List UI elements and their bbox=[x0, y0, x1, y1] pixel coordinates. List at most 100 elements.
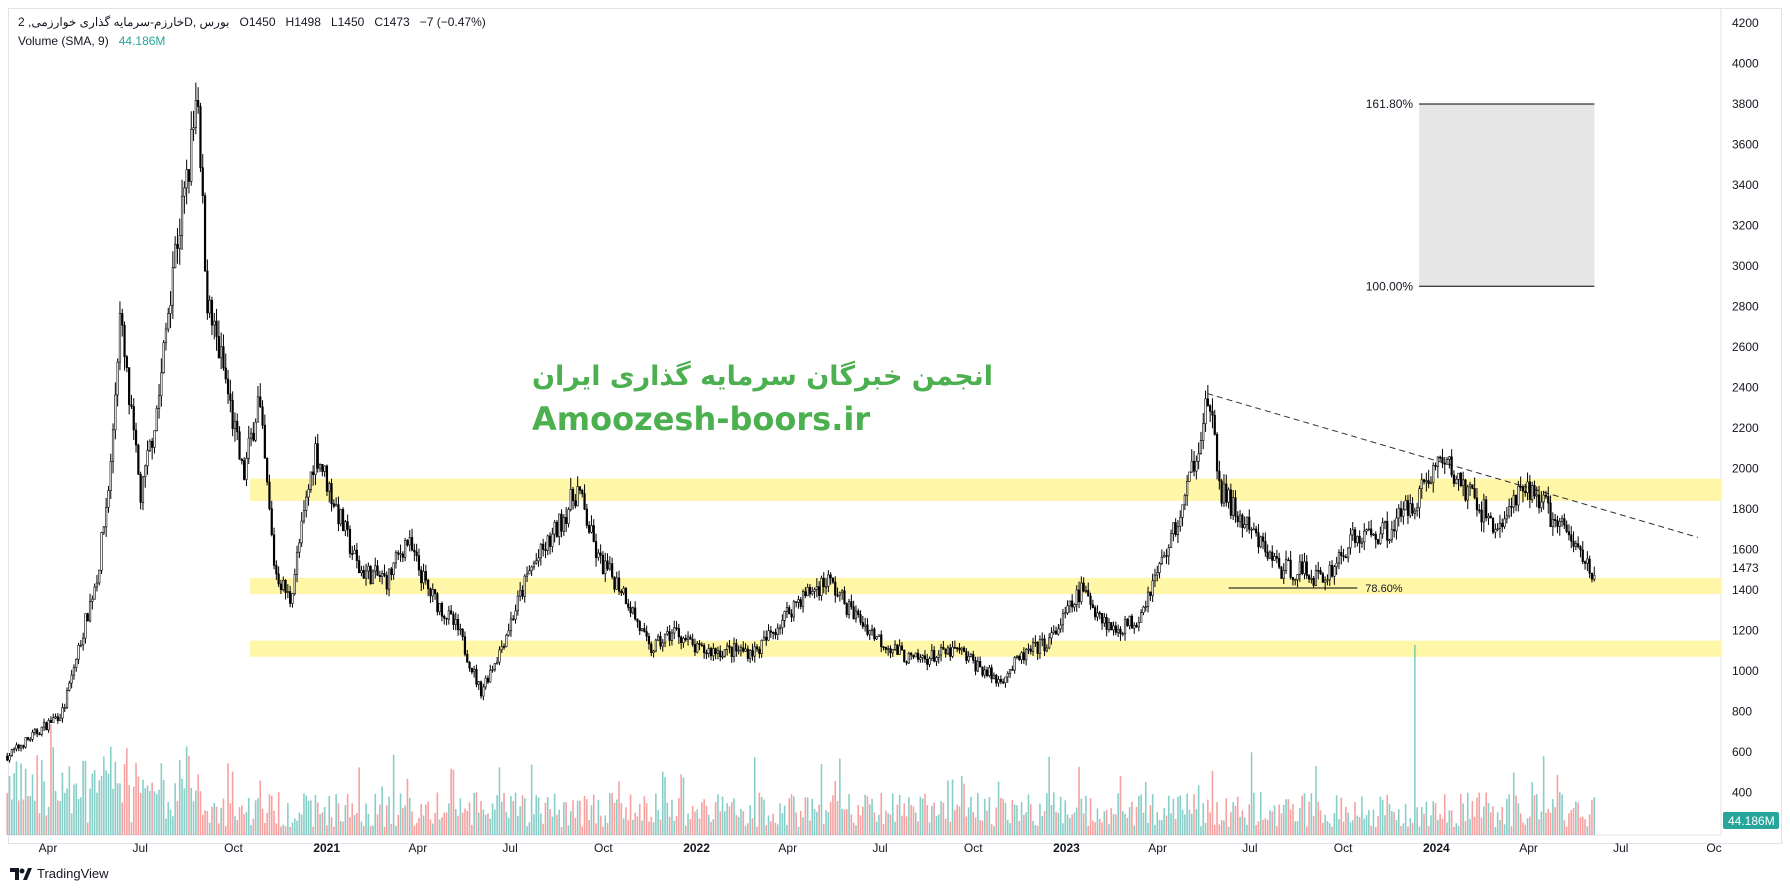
candle bbox=[321, 463, 324, 472]
volume-bar bbox=[181, 778, 183, 835]
volume-bar bbox=[977, 792, 979, 835]
candle bbox=[1372, 533, 1375, 536]
volume-bar bbox=[928, 822, 931, 835]
tradingview-branding[interactable]: TradingView bbox=[10, 866, 109, 881]
candle bbox=[1379, 533, 1382, 544]
volume-bar bbox=[1131, 801, 1133, 835]
fib-extension-box[interactable] bbox=[1419, 104, 1595, 287]
volume-bar bbox=[958, 806, 961, 835]
volume-bar bbox=[1069, 818, 1071, 835]
volume-bar bbox=[1096, 808, 1099, 835]
volume-bar bbox=[245, 811, 248, 835]
volume-bar bbox=[289, 826, 291, 835]
candle bbox=[1172, 522, 1175, 535]
volume-bar bbox=[613, 802, 616, 835]
candle bbox=[1462, 479, 1465, 487]
volume-bar bbox=[1308, 801, 1310, 835]
candle bbox=[673, 627, 676, 634]
volume-bar bbox=[535, 795, 538, 835]
volume-bar bbox=[921, 798, 924, 835]
volume-bar bbox=[356, 812, 358, 835]
volume-bar bbox=[1167, 795, 1170, 835]
candle bbox=[123, 324, 126, 358]
volume-bar bbox=[89, 788, 91, 835]
candle bbox=[1142, 606, 1145, 613]
candle bbox=[1031, 642, 1035, 652]
volume-bar bbox=[551, 816, 554, 835]
candle bbox=[454, 619, 457, 625]
volume-legend: Volume (SMA, 9) 44.186M bbox=[18, 34, 165, 48]
candle bbox=[1425, 480, 1428, 483]
volume-bar bbox=[1266, 819, 1269, 835]
candle bbox=[1496, 528, 1499, 530]
volume-bar bbox=[1209, 812, 1211, 835]
candle bbox=[1439, 456, 1442, 459]
candle bbox=[277, 573, 280, 585]
symbol-legend: خارزم-سرمایه گذاری خوارزمی, 2D, بورس O14… bbox=[18, 15, 486, 29]
volume-bar bbox=[1089, 798, 1092, 835]
candle bbox=[1153, 574, 1157, 582]
volume-bar bbox=[1591, 799, 1593, 835]
volume-bar bbox=[461, 812, 464, 835]
candle bbox=[178, 235, 181, 249]
volume-bar bbox=[1179, 795, 1182, 835]
candle bbox=[751, 650, 754, 657]
volume-bar bbox=[457, 815, 459, 835]
candle bbox=[486, 677, 490, 683]
candle bbox=[284, 579, 287, 593]
candle bbox=[105, 507, 108, 528]
volume-bar bbox=[1558, 792, 1561, 835]
volume-bar bbox=[300, 814, 303, 835]
symbol-name[interactable]: خارزم-سرمایه گذاری خوارزمی, 2D, بورس bbox=[18, 15, 230, 29]
candle bbox=[17, 744, 20, 749]
candle bbox=[279, 583, 283, 590]
volume-bar bbox=[1230, 812, 1232, 835]
time-tick-label: Oc bbox=[1706, 841, 1721, 855]
candle bbox=[86, 613, 89, 622]
candle bbox=[312, 471, 315, 476]
volume-bar bbox=[75, 783, 78, 835]
volume-bar bbox=[652, 822, 655, 835]
volume-bar bbox=[804, 797, 807, 835]
volume-bar bbox=[1156, 812, 1159, 835]
volume-bar bbox=[1340, 797, 1343, 835]
candle bbox=[1390, 529, 1393, 541]
candle bbox=[1370, 528, 1373, 536]
volume-label[interactable]: Volume (SMA, 9) bbox=[18, 34, 109, 48]
candle bbox=[1514, 495, 1518, 506]
candle bbox=[252, 432, 255, 441]
candle bbox=[1020, 652, 1023, 660]
candle bbox=[139, 474, 142, 503]
volume-bar bbox=[1565, 826, 1568, 835]
candle bbox=[155, 408, 158, 432]
volume-bar bbox=[158, 789, 160, 835]
volume-bar bbox=[1000, 797, 1002, 835]
candle bbox=[914, 652, 917, 658]
candle bbox=[992, 674, 996, 680]
candle bbox=[873, 628, 876, 640]
volume-bar bbox=[1393, 812, 1395, 835]
volume-bar bbox=[760, 796, 763, 835]
volume-bar bbox=[912, 806, 915, 835]
volume-bar bbox=[1430, 815, 1432, 835]
volume-bar bbox=[1460, 793, 1462, 835]
fib-retracement-label: 78.60% bbox=[1365, 583, 1403, 595]
candle bbox=[325, 465, 329, 492]
volume-bar bbox=[494, 809, 496, 835]
volume-bar bbox=[1372, 809, 1375, 835]
volume-bar bbox=[1055, 811, 1057, 835]
candle bbox=[1342, 555, 1345, 558]
candle bbox=[850, 601, 853, 608]
volume-bar bbox=[836, 800, 839, 835]
candle bbox=[808, 587, 812, 595]
candle bbox=[305, 496, 308, 511]
candle bbox=[1264, 541, 1267, 553]
low-value: L1450 bbox=[330, 15, 365, 29]
candle bbox=[615, 577, 618, 590]
volume-bar bbox=[411, 811, 413, 835]
candle bbox=[185, 169, 188, 189]
volume-bar bbox=[1577, 802, 1579, 835]
volume-bar bbox=[459, 798, 462, 835]
volume-bar bbox=[1354, 802, 1356, 835]
